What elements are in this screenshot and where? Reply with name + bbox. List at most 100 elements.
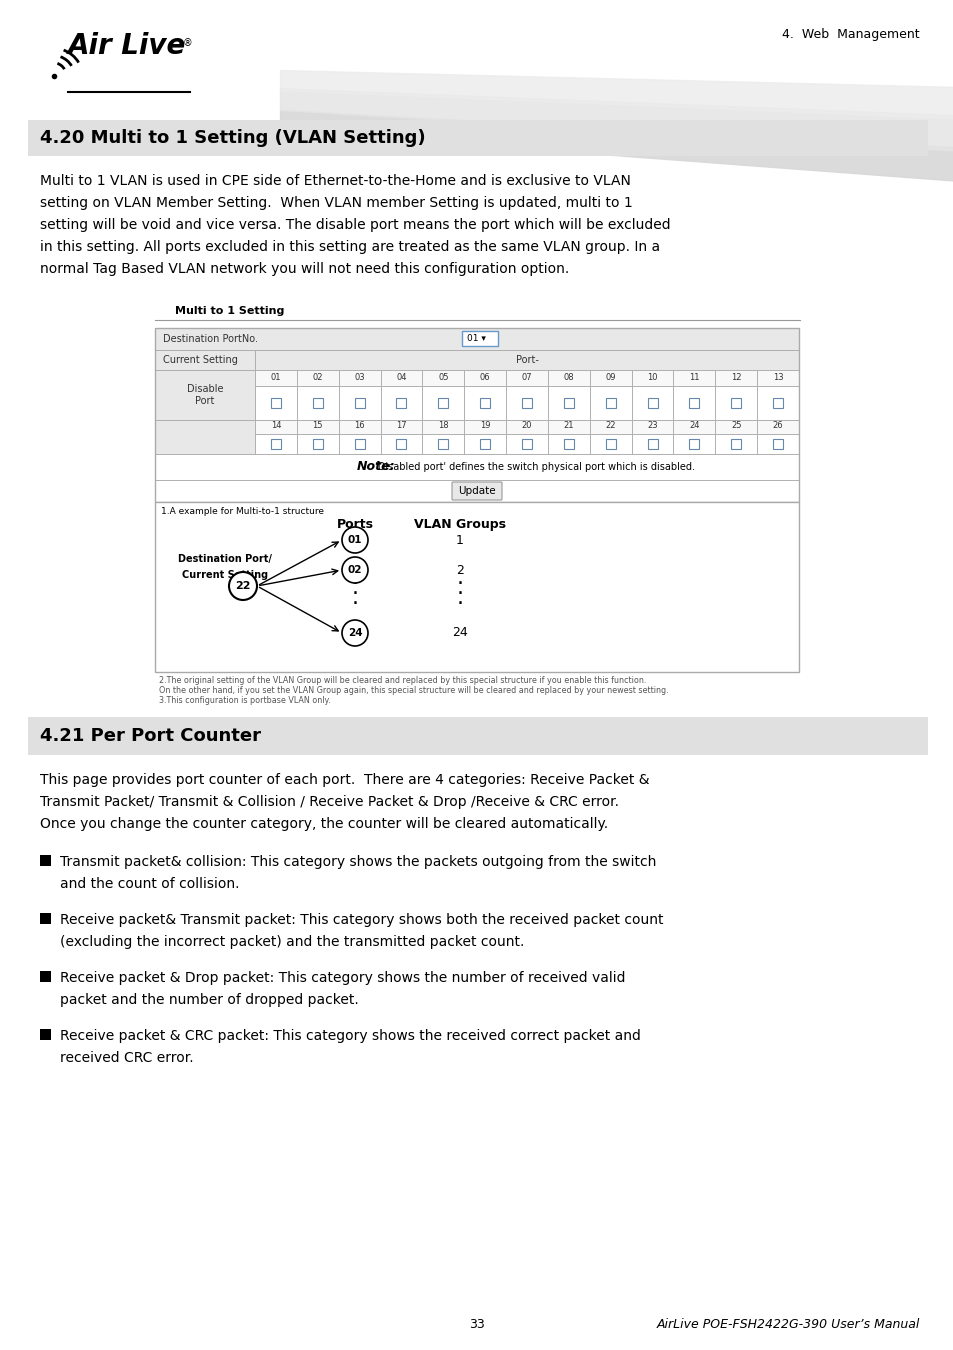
Bar xyxy=(422,420,464,433)
Text: Note:: Note: xyxy=(356,460,395,474)
Bar xyxy=(673,370,715,386)
Bar xyxy=(631,420,673,433)
Bar xyxy=(40,913,51,923)
Bar xyxy=(437,398,448,408)
Bar xyxy=(380,370,422,386)
Bar xyxy=(380,433,422,454)
Text: 4.  Web  Management: 4. Web Management xyxy=(781,28,919,40)
Bar xyxy=(631,433,673,454)
Bar xyxy=(589,370,631,386)
Bar xyxy=(547,420,589,433)
Bar xyxy=(479,439,490,450)
Bar xyxy=(296,386,338,420)
Circle shape xyxy=(229,572,256,599)
Text: Receive packet & Drop packet: This category shows the number of received valid: Receive packet & Drop packet: This categ… xyxy=(60,971,625,986)
Text: Transmit packet& collision: This category shows the packets outgoing from the sw: Transmit packet& collision: This categor… xyxy=(60,855,656,869)
Bar xyxy=(772,398,782,408)
Text: Destination Port/: Destination Port/ xyxy=(178,554,272,564)
Text: 22: 22 xyxy=(235,580,251,591)
Bar xyxy=(296,433,338,454)
Bar xyxy=(715,420,757,433)
Text: 02: 02 xyxy=(348,566,362,575)
Text: ·: · xyxy=(351,585,358,603)
Bar xyxy=(461,331,497,346)
Text: 4.21 Per Port Counter: 4.21 Per Port Counter xyxy=(40,728,261,745)
Text: 22: 22 xyxy=(605,421,616,431)
Bar xyxy=(396,439,406,450)
Bar xyxy=(563,398,574,408)
Text: ·: · xyxy=(456,594,463,614)
Text: Air Live: Air Live xyxy=(68,32,186,59)
Bar xyxy=(313,439,322,450)
Bar xyxy=(547,433,589,454)
Text: 07: 07 xyxy=(521,373,532,382)
Bar xyxy=(28,120,927,157)
Text: 21: 21 xyxy=(563,421,574,431)
Bar xyxy=(589,420,631,433)
Text: 04: 04 xyxy=(395,373,406,382)
Bar xyxy=(154,328,799,502)
Bar xyxy=(154,328,799,350)
Bar xyxy=(547,386,589,420)
Text: Update: Update xyxy=(457,486,496,495)
Bar xyxy=(338,386,380,420)
Bar xyxy=(338,433,380,454)
Bar xyxy=(631,370,673,386)
Text: 08: 08 xyxy=(563,373,574,382)
Text: 06: 06 xyxy=(479,373,490,382)
Text: On the other hand, if you set the VLAN Group again, this special structure will : On the other hand, if you set the VLAN G… xyxy=(159,686,668,695)
Bar xyxy=(479,398,490,408)
Bar xyxy=(505,370,547,386)
Bar xyxy=(757,420,799,433)
Text: 26: 26 xyxy=(772,421,782,431)
Text: 24: 24 xyxy=(688,421,699,431)
Text: in this setting. All ports excluded in this setting are treated as the same VLAN: in this setting. All ports excluded in t… xyxy=(40,240,659,254)
Text: Disable
Port: Disable Port xyxy=(187,385,223,406)
Text: Transmit Packet/ Transmit & Collision / Receive Packet & Drop /Receive & CRC err: Transmit Packet/ Transmit & Collision / … xyxy=(40,795,618,809)
Bar xyxy=(40,971,51,981)
Bar xyxy=(422,386,464,420)
Bar xyxy=(28,717,927,755)
Text: Multi to 1 VLAN is used in CPE side of Ethernet-to-the-Home and is exclusive to : Multi to 1 VLAN is used in CPE side of E… xyxy=(40,174,630,188)
Bar xyxy=(772,439,782,450)
Text: ·: · xyxy=(351,594,358,614)
Text: Receive packet& Transmit packet: This category shows both the received packet co: Receive packet& Transmit packet: This ca… xyxy=(60,913,662,927)
Bar xyxy=(647,398,657,408)
Bar xyxy=(589,386,631,420)
Text: 11: 11 xyxy=(688,373,699,382)
Bar xyxy=(464,420,505,433)
Text: 3.This configuration is portbase VLAN only.: 3.This configuration is portbase VLAN on… xyxy=(159,697,331,705)
Bar xyxy=(673,386,715,420)
Bar xyxy=(589,433,631,454)
Text: 14: 14 xyxy=(271,421,281,431)
Text: 01: 01 xyxy=(271,373,281,382)
Text: 10: 10 xyxy=(646,373,658,382)
Text: Destination PortNo.: Destination PortNo. xyxy=(163,333,257,344)
Bar xyxy=(154,454,799,481)
Bar xyxy=(521,398,532,408)
Text: packet and the number of dropped packet.: packet and the number of dropped packet. xyxy=(60,994,358,1007)
Bar xyxy=(437,439,448,450)
Bar xyxy=(464,433,505,454)
Circle shape xyxy=(341,620,368,647)
Bar xyxy=(422,433,464,454)
Bar xyxy=(254,370,296,386)
Bar xyxy=(730,398,740,408)
Bar xyxy=(338,420,380,433)
Bar xyxy=(505,386,547,420)
Text: 2: 2 xyxy=(456,563,463,576)
Bar xyxy=(422,370,464,386)
Bar xyxy=(647,439,657,450)
Bar xyxy=(689,398,699,408)
Text: 02: 02 xyxy=(313,373,323,382)
Bar xyxy=(563,439,574,450)
Bar xyxy=(505,420,547,433)
Bar xyxy=(254,433,296,454)
FancyBboxPatch shape xyxy=(452,482,501,500)
Text: This page provides port counter of each port.  There are 4 categories: Receive P: This page provides port counter of each … xyxy=(40,774,649,787)
Text: normal Tag Based VLAN network you will not need this configuration option.: normal Tag Based VLAN network you will n… xyxy=(40,262,569,275)
Text: setting on VLAN Member Setting.  When VLAN member Setting is updated, multi to 1: setting on VLAN Member Setting. When VLA… xyxy=(40,196,632,211)
Text: Receive packet & CRC packet: This category shows the received correct packet and: Receive packet & CRC packet: This catego… xyxy=(60,1029,640,1044)
Text: ®: ® xyxy=(183,38,193,49)
Bar xyxy=(154,481,799,502)
